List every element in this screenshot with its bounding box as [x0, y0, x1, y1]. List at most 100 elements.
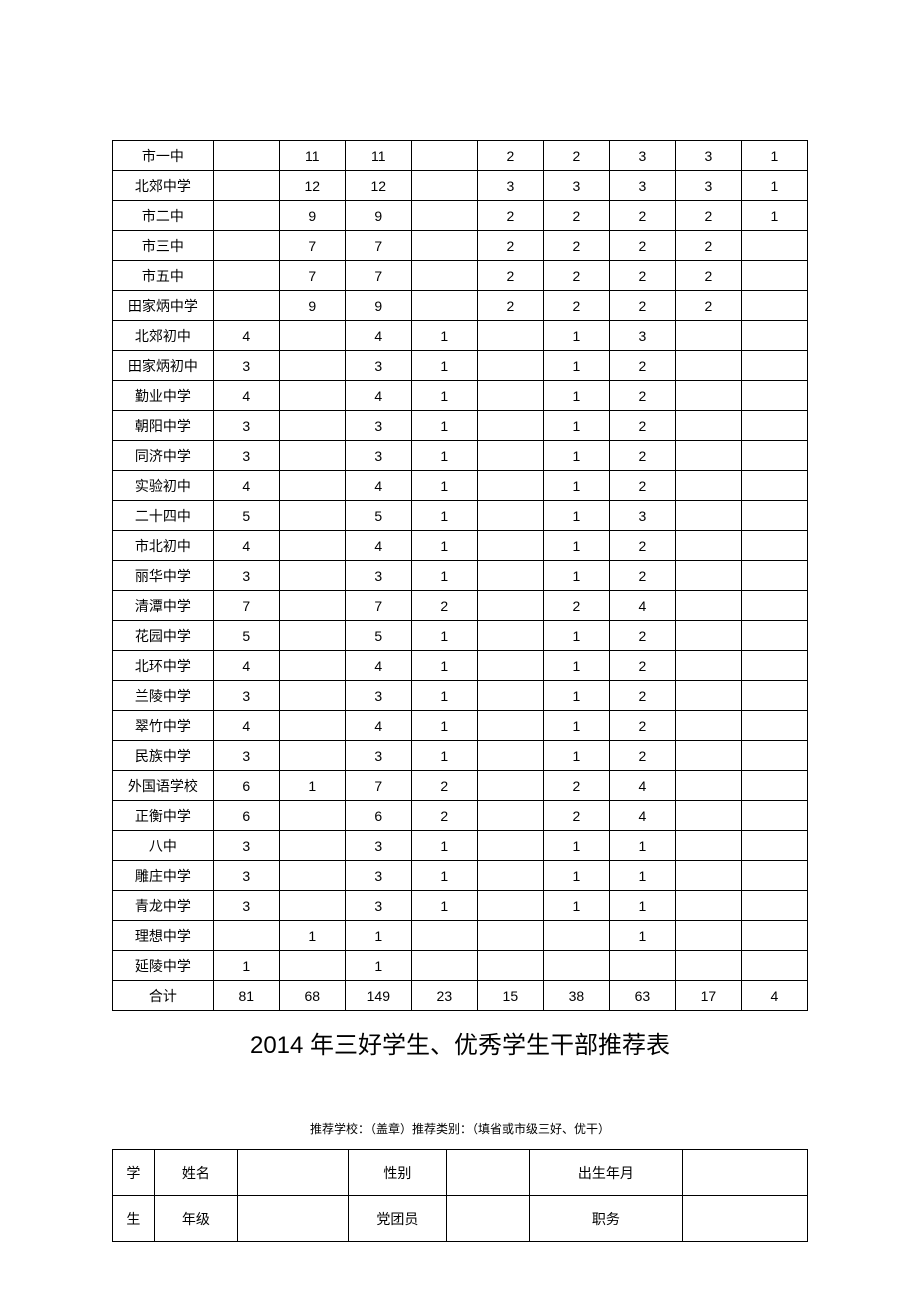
data-cell — [477, 591, 543, 621]
data-cell: 4 — [213, 531, 279, 561]
data-cell — [213, 231, 279, 261]
data-cell: 2 — [543, 591, 609, 621]
data-cell — [477, 831, 543, 861]
data-cell: 4 — [345, 711, 411, 741]
data-cell: 4 — [609, 801, 675, 831]
data-cell: 2 — [609, 621, 675, 651]
form-value-grade — [238, 1196, 349, 1242]
data-cell: 1 — [741, 141, 807, 171]
table-row: 勤业中学44112 — [113, 381, 808, 411]
data-cell: 1 — [543, 381, 609, 411]
data-cell: 5 — [345, 621, 411, 651]
form-row: 生 年级 党团员 职务 — [113, 1196, 808, 1242]
data-cell: 3 — [345, 441, 411, 471]
data-cell — [477, 471, 543, 501]
data-cell: 4 — [345, 321, 411, 351]
data-cell — [477, 411, 543, 441]
data-cell: 1 — [411, 321, 477, 351]
data-cell: 1 — [543, 471, 609, 501]
data-cell: 2 — [675, 261, 741, 291]
form-label-position: 职务 — [529, 1196, 682, 1242]
data-cell — [411, 141, 477, 171]
data-cell — [741, 561, 807, 591]
form-label-member: 党团员 — [349, 1196, 446, 1242]
form-value-gender — [446, 1150, 529, 1196]
data-cell — [741, 231, 807, 261]
data-cell: 23 — [411, 981, 477, 1011]
data-cell — [741, 921, 807, 951]
data-cell — [675, 801, 741, 831]
school-name-cell: 市五中 — [113, 261, 214, 291]
data-cell: 1 — [411, 861, 477, 891]
data-cell: 9 — [345, 201, 411, 231]
data-cell — [213, 291, 279, 321]
data-cell: 1 — [543, 321, 609, 351]
data-cell — [279, 891, 345, 921]
data-cell — [477, 501, 543, 531]
school-name-cell: 勤业中学 — [113, 381, 214, 411]
table-row: 延陵中学11 — [113, 951, 808, 981]
data-cell: 3 — [609, 171, 675, 201]
recommendation-form-table: 学 姓名 性别 出生年月 生 年级 党团员 职务 — [112, 1149, 808, 1242]
data-cell: 2 — [675, 291, 741, 321]
data-cell: 1 — [411, 711, 477, 741]
school-name-cell: 朝阳中学 — [113, 411, 214, 441]
data-cell: 4 — [345, 381, 411, 411]
page-title: 2014 年三好学生、优秀学生干部推荐表 — [112, 1025, 808, 1060]
data-cell — [279, 951, 345, 981]
data-cell: 1 — [345, 951, 411, 981]
school-name-cell: 外国语学校 — [113, 771, 214, 801]
data-cell: 3 — [675, 171, 741, 201]
data-cell: 4 — [741, 981, 807, 1011]
data-cell — [477, 441, 543, 471]
data-cell: 2 — [609, 411, 675, 441]
table-row: 北环中学44112 — [113, 651, 808, 681]
data-cell: 7 — [279, 261, 345, 291]
data-cell: 2 — [609, 741, 675, 771]
data-cell — [477, 801, 543, 831]
data-cell: 11 — [279, 141, 345, 171]
data-cell: 63 — [609, 981, 675, 1011]
data-cell — [741, 801, 807, 831]
data-cell — [675, 771, 741, 801]
data-cell — [675, 531, 741, 561]
table-row: 市一中111122331 — [113, 141, 808, 171]
data-cell — [675, 951, 741, 981]
school-name-cell: 北郊初中 — [113, 321, 214, 351]
table-row: 兰陵中学33112 — [113, 681, 808, 711]
data-cell: 3 — [213, 891, 279, 921]
data-cell — [675, 381, 741, 411]
data-cell — [675, 621, 741, 651]
form-side-label: 生 — [113, 1196, 155, 1242]
data-cell: 1 — [411, 501, 477, 531]
form-value-name — [238, 1150, 349, 1196]
school-name-cell: 二十四中 — [113, 501, 214, 531]
data-cell — [279, 711, 345, 741]
school-name-cell: 正衡中学 — [113, 801, 214, 831]
data-cell — [741, 531, 807, 561]
data-cell: 3 — [609, 321, 675, 351]
data-cell: 9 — [279, 291, 345, 321]
school-name-cell: 八中 — [113, 831, 214, 861]
data-cell: 3 — [609, 141, 675, 171]
data-cell: 1 — [609, 831, 675, 861]
data-cell — [477, 651, 543, 681]
data-cell: 1 — [609, 861, 675, 891]
allocation-table: 市一中111122331北郊中学121233331市二中9922221市三中77… — [112, 140, 808, 1011]
data-cell — [411, 201, 477, 231]
school-name-cell: 兰陵中学 — [113, 681, 214, 711]
school-name-cell: 延陵中学 — [113, 951, 214, 981]
data-cell — [741, 441, 807, 471]
data-cell: 1 — [411, 381, 477, 411]
form-label-grade: 年级 — [154, 1196, 237, 1242]
data-cell: 9 — [345, 291, 411, 321]
data-cell: 2 — [609, 561, 675, 591]
data-cell — [477, 351, 543, 381]
data-cell — [213, 171, 279, 201]
data-cell: 1 — [543, 561, 609, 591]
form-row: 学 姓名 性别 出生年月 — [113, 1150, 808, 1196]
data-cell: 3 — [213, 561, 279, 591]
data-cell — [741, 411, 807, 441]
data-cell: 2 — [675, 231, 741, 261]
table-row: 民族中学33112 — [113, 741, 808, 771]
